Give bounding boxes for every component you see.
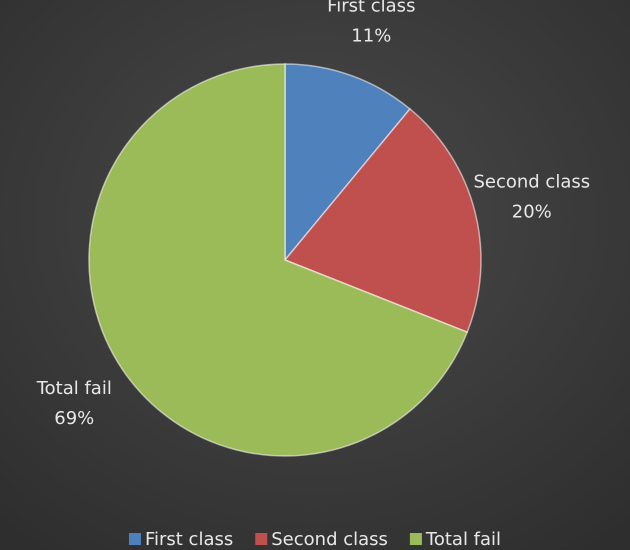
slice-category-label: Total fail [36, 378, 112, 399]
legend-label: Total fail [425, 529, 501, 550]
slice-value-label: 11% [351, 25, 391, 46]
pie-slice [88, 63, 469, 457]
legend-label: Second class [271, 529, 388, 550]
legend-label: First class [145, 529, 233, 550]
pie-slice [283, 107, 482, 334]
legend-swatch [409, 533, 422, 545]
slice-category-label: Second class [473, 172, 590, 193]
pie-slice [284, 63, 411, 263]
slice-value-label: 20% [512, 202, 552, 223]
legend-swatch [255, 533, 268, 545]
slice-value-label: 69% [54, 408, 94, 429]
legend: First class Second class Total fail [128, 529, 501, 550]
slice-category-label: First class [327, 0, 415, 16]
legend-swatch [128, 533, 141, 545]
